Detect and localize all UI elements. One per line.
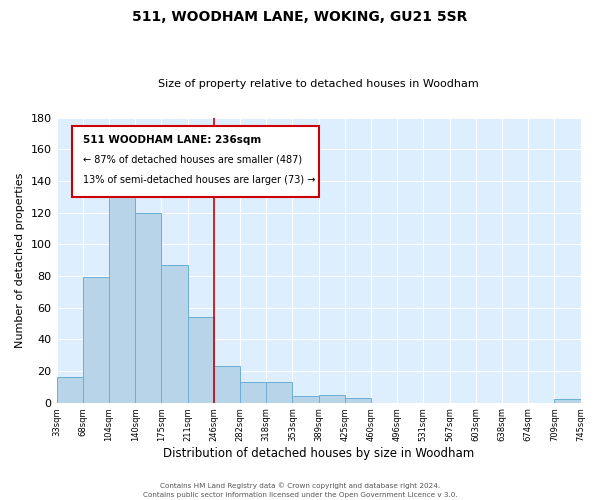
- Bar: [319, 394, 345, 402]
- Text: 511 WOODHAM LANE: 236sqm: 511 WOODHAM LANE: 236sqm: [83, 134, 261, 144]
- Text: Contains public sector information licensed under the Open Government Licence v : Contains public sector information licen…: [143, 492, 457, 498]
- FancyBboxPatch shape: [72, 126, 319, 198]
- Bar: [554, 400, 581, 402]
- Text: 13% of semi-detached houses are larger (73) →: 13% of semi-detached houses are larger (…: [83, 174, 315, 184]
- Bar: [292, 396, 319, 402]
- Y-axis label: Number of detached properties: Number of detached properties: [15, 172, 25, 348]
- Bar: [135, 212, 161, 402]
- Bar: [345, 398, 371, 402]
- Bar: [109, 165, 135, 402]
- Bar: [188, 317, 214, 402]
- Text: 511, WOODHAM LANE, WOKING, GU21 5SR: 511, WOODHAM LANE, WOKING, GU21 5SR: [133, 10, 467, 24]
- Bar: [161, 265, 188, 402]
- Bar: [240, 382, 266, 402]
- Text: ← 87% of detached houses are smaller (487): ← 87% of detached houses are smaller (48…: [83, 154, 302, 164]
- Title: Size of property relative to detached houses in Woodham: Size of property relative to detached ho…: [158, 79, 479, 89]
- X-axis label: Distribution of detached houses by size in Woodham: Distribution of detached houses by size …: [163, 447, 474, 460]
- Bar: [214, 366, 240, 403]
- Bar: [83, 278, 109, 402]
- Bar: [266, 382, 292, 402]
- Bar: [56, 377, 83, 402]
- Text: Contains HM Land Registry data © Crown copyright and database right 2024.: Contains HM Land Registry data © Crown c…: [160, 482, 440, 489]
